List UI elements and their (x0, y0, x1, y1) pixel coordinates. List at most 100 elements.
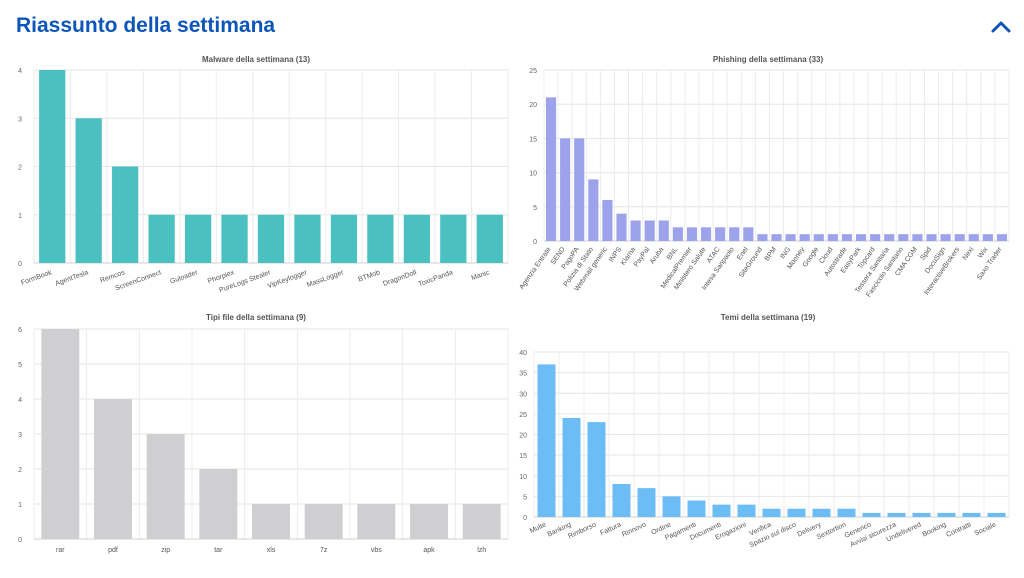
x-tick-label: zip (161, 547, 170, 554)
bar-paypal[interactable] (644, 220, 655, 241)
bar-ing[interactable] (785, 234, 796, 241)
y-tick-label: 10 (519, 474, 527, 481)
bar-tessera-sanitaria[interactable] (884, 234, 895, 241)
bar-send[interactable] (560, 138, 571, 241)
bar-ministero-salute[interactable] (700, 227, 712, 241)
chevron-up-icon[interactable] (990, 18, 1012, 34)
bar-ordine[interactable] (662, 496, 681, 517)
bar-atac[interactable] (715, 227, 726, 241)
x-tick-label: ING (779, 246, 792, 260)
bar-rinnovo[interactable] (637, 488, 656, 517)
bar-intesa-sanpaolo[interactable] (729, 227, 740, 241)
bar-webmail-generic[interactable] (602, 199, 613, 241)
bar-lzh[interactable] (462, 504, 501, 539)
bar-medicalpremier[interactable] (686, 227, 698, 241)
bar-delivery[interactable] (812, 508, 831, 517)
bar-toxicpanda[interactable] (440, 214, 467, 263)
bar-enel[interactable] (743, 227, 754, 241)
temi-svg: Temi della settimana (19) 0 5 10 15 20 25 30 35 4… (519, 313, 1010, 549)
x-tick-label: Agenzia Entrate (518, 246, 552, 291)
bar-verifica[interactable] (762, 508, 781, 517)
bar-cma-cgm[interactable] (912, 234, 923, 241)
bar-autostrade[interactable] (841, 234, 853, 241)
bar-rimborso[interactable] (587, 422, 606, 517)
x-tick-label: pdf (108, 547, 118, 554)
bar-fascicolo-sanitario[interactable] (898, 234, 909, 241)
bar-cloud[interactable] (827, 234, 838, 241)
bar-sociale[interactable] (987, 512, 1006, 517)
bar-siteground[interactable] (757, 234, 768, 241)
y-tick-label: 6 (18, 327, 22, 334)
bar-spid[interactable] (926, 234, 937, 241)
bar-bpm[interactable] (771, 234, 782, 241)
bar-avvisi-sicurezza[interactable] (887, 512, 906, 517)
bar-generico[interactable] (862, 512, 881, 517)
bar-zip[interactable] (146, 434, 185, 539)
bar-vbs[interactable] (357, 504, 396, 539)
x-tick-label: Booking (921, 521, 947, 538)
bar-documenti[interactable] (712, 504, 731, 517)
bar-formbook[interactable] (39, 70, 66, 263)
y-tick-label: 15 (519, 453, 527, 460)
bar-contratti[interactable] (962, 512, 981, 517)
bar-mooney[interactable] (799, 234, 810, 241)
bar-spazio-sul-disco[interactable] (787, 508, 806, 517)
y-tick-label: 3 (18, 116, 22, 123)
x-tick-label: rar (56, 547, 65, 554)
bar-polizia-di-stato[interactable] (588, 179, 599, 241)
bar-multe[interactable] (537, 364, 556, 517)
x-tick-label: Wix (977, 246, 990, 260)
bar-fattura[interactable] (612, 484, 631, 517)
y-tick-label: 1 (18, 213, 22, 220)
bar-phorpiex[interactable] (221, 214, 248, 263)
x-tick-label: Manic (470, 269, 490, 282)
bar-google[interactable] (813, 234, 824, 241)
bar-masslogger[interactable] (330, 214, 358, 263)
bar-screenconnect[interactable] (148, 214, 175, 263)
bar-vipkeylogger[interactable] (294, 214, 321, 263)
bar-klarna[interactable] (630, 220, 641, 241)
bar-saxo-trader[interactable] (996, 234, 1008, 241)
bar-remcos[interactable] (112, 166, 139, 264)
bar-wix[interactable] (982, 234, 993, 241)
bar-pagamenti[interactable] (687, 500, 706, 518)
y-tick-label: 0 (533, 239, 537, 246)
bar-tar[interactable] (199, 469, 238, 539)
y-tick-label: 25 (529, 68, 537, 75)
bar-guloader[interactable] (184, 214, 212, 263)
y-tick-label: 10 (529, 171, 537, 178)
bar-agenzia-entrate[interactable] (545, 97, 557, 241)
bar-undelivered[interactable] (912, 512, 931, 517)
bar-agenttesla[interactable] (75, 118, 102, 263)
bar-btmob[interactable] (367, 214, 394, 263)
bar-inps[interactable] (616, 213, 627, 241)
bar-booking[interactable] (937, 512, 956, 517)
bar-apk[interactable] (410, 504, 448, 539)
bar-banking[interactable] (562, 418, 581, 517)
bar-topcard[interactable] (870, 234, 881, 241)
bar-sextortion[interactable] (837, 508, 856, 517)
bar-7z[interactable] (304, 504, 343, 539)
bar-pdf[interactable] (94, 399, 132, 539)
bar-bnl[interactable] (672, 227, 683, 241)
tipi-file-svg: Tipi file della settimana (9) 0 1 2 3 4 5 6 rar p… (18, 313, 509, 554)
bar-purelogs-stealer[interactable] (257, 214, 285, 263)
bar-aruba[interactable] (658, 220, 669, 241)
x-tick-label: BPM (764, 246, 779, 263)
x-tick-label: Rimborso (567, 521, 597, 540)
phishing-svg: Phishing della settimana (33) 0 5 10 15 20 25 A… (518, 55, 1010, 299)
bar-erogazioni[interactable] (737, 504, 756, 517)
bar-rar[interactable] (41, 329, 80, 539)
y-tick-label: 3 (18, 432, 22, 439)
y-tick-label: 5 (523, 494, 527, 501)
bar-pagopa[interactable] (574, 138, 585, 241)
bar-nexi[interactable] (968, 234, 979, 241)
bar-interactivebrokers[interactable] (954, 234, 965, 241)
x-tick-label: Guloader (169, 269, 199, 286)
bar-xls[interactable] (252, 504, 290, 539)
bar-easypark[interactable] (855, 234, 867, 241)
bar-manic[interactable] (476, 214, 503, 263)
bar-docusign[interactable] (940, 234, 951, 241)
x-tick-label: Rinnovo (621, 521, 647, 538)
bar-dragondoll[interactable] (403, 214, 430, 263)
